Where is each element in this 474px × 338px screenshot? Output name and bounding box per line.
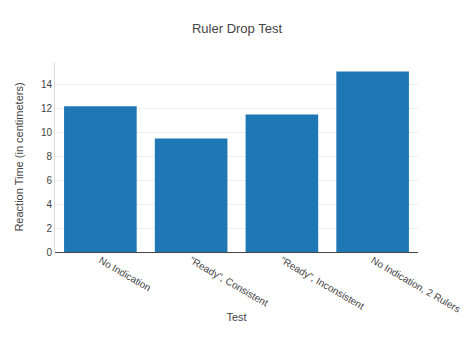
svg-text:8: 8 bbox=[46, 151, 52, 162]
svg-text:4: 4 bbox=[46, 199, 52, 210]
svg-text:No Indication, 2 Rulers: No Indication, 2 Rulers bbox=[369, 255, 462, 315]
svg-text:Test: Test bbox=[226, 311, 246, 323]
svg-text:"Ready", Inconsistent: "Ready", Inconsistent bbox=[278, 255, 366, 312]
svg-text:"Ready", Consistent: "Ready", Consistent bbox=[188, 255, 271, 309]
svg-text:Ruler Drop Test: Ruler Drop Test bbox=[192, 21, 282, 36]
svg-text:2: 2 bbox=[46, 223, 52, 234]
svg-text:0: 0 bbox=[46, 247, 52, 258]
svg-text:10: 10 bbox=[41, 127, 53, 138]
svg-text:No Indication: No Indication bbox=[97, 255, 153, 294]
svg-text:14: 14 bbox=[41, 79, 53, 90]
svg-text:Reaction Time (in centimeters): Reaction Time (in centimeters) bbox=[13, 82, 25, 231]
svg-text:6: 6 bbox=[46, 175, 52, 186]
svg-text:12: 12 bbox=[41, 103, 53, 114]
